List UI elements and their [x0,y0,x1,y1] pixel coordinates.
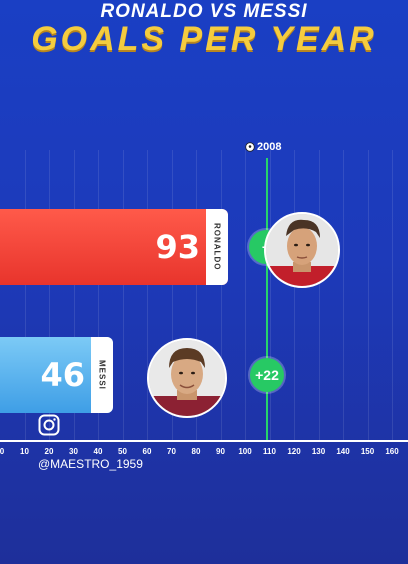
bar-label-messi: MESSI [97,360,107,390]
x-tick-label: 80 [191,447,201,456]
x-tick-label: 0 [0,447,5,456]
grid-line [318,150,320,440]
grid-line [171,150,173,440]
avatar-messi [147,338,227,418]
x-tick-label: 120 [287,447,301,456]
grid-line [73,150,75,440]
watermark: @MAESTRO_1959 [38,457,143,471]
ronaldo-portrait-icon [266,214,338,286]
bar-tag-messi: MESSI [91,337,113,413]
grid-line [269,150,271,440]
grid-line [24,150,26,440]
grid-line [294,150,295,440]
year-line [266,158,268,442]
grid-line [49,150,50,440]
bar-value-messi: 46 [40,356,85,394]
x-tick-label: 60 [142,447,152,456]
bar-messi: 46 MESSI [0,337,113,413]
x-tick-label: 70 [167,447,176,456]
grid-line [98,150,99,440]
grid-line [367,150,369,440]
x-tick-label: 90 [216,447,225,456]
bar-label-ronaldo: RONALDO [212,223,222,271]
year-label: 2008 [257,141,282,153]
bar-tag-ronaldo: RONALDO [206,209,228,285]
chart-title: GOALS PER YEAR [31,20,377,58]
x-tick-label: 40 [93,447,103,456]
x-tick-label: 30 [69,447,78,456]
grid-line [392,150,393,440]
x-tick-label: 50 [118,447,127,456]
bar-ronaldo: 93 RONALDO [0,209,228,285]
bar-value-ronaldo: 93 [155,228,200,266]
instagram-icon [38,414,60,436]
x-tick-label: 150 [360,447,375,456]
x-tick-label: 20 [44,447,54,456]
grid-line [343,150,344,440]
grid-line [147,150,148,440]
chart-subtitle: RONALDO VS MESSI [100,1,308,22]
grid-line [220,150,222,440]
x-tick-label: 160 [385,447,399,456]
grid-line [245,150,246,440]
year-marker: 2008 [245,141,281,153]
x-tick-label: 130 [311,447,326,456]
x-tick-label: 140 [336,447,350,456]
x-axis [0,440,408,442]
x-tick-label: 110 [263,447,276,456]
avatar-ronaldo [264,212,340,288]
grid-line [122,150,124,440]
x-tick-label: 10 [20,447,29,456]
diff-badge-messi: +22 [250,358,284,392]
messi-portrait-icon [149,340,225,416]
x-tick-label: 100 [238,447,252,456]
grid-line [196,150,197,440]
football-icon [245,142,255,152]
